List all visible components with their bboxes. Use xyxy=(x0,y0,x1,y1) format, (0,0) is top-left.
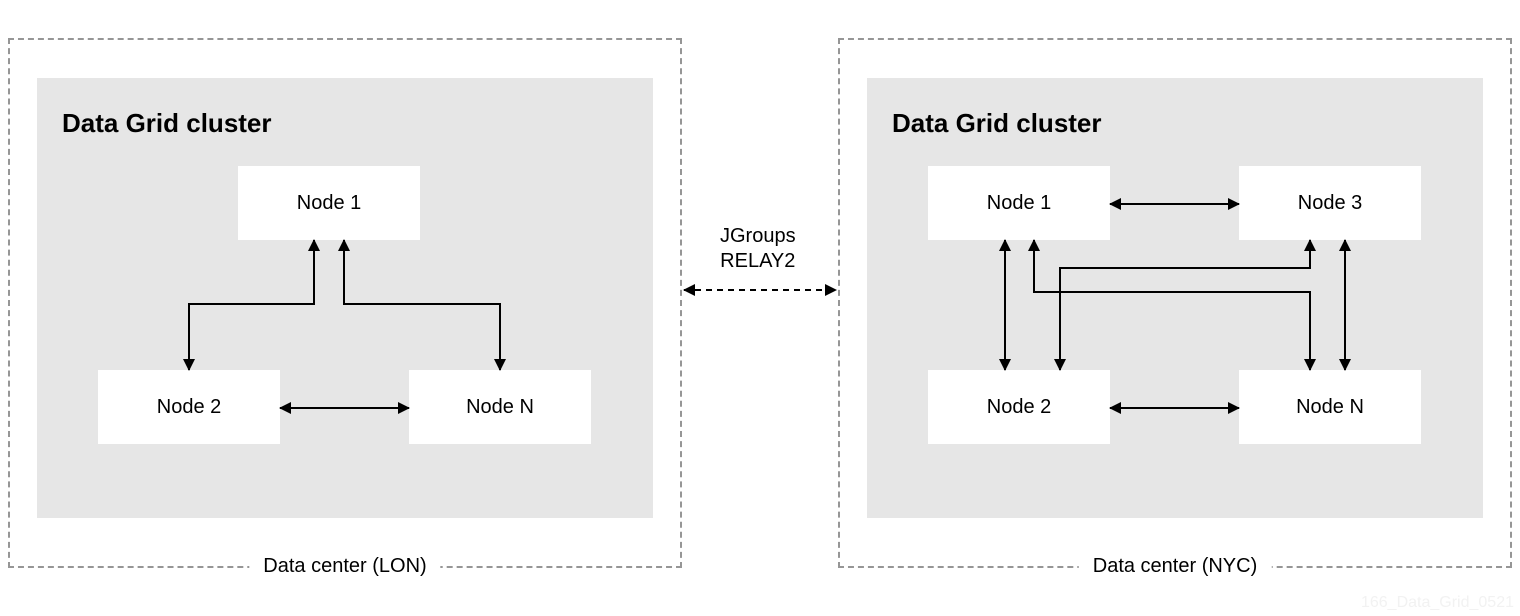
cluster-lon-title: Data Grid cluster xyxy=(62,108,272,139)
cluster-nyc xyxy=(867,78,1483,518)
cluster-lon xyxy=(37,78,653,518)
lon-node-2: Node 2 xyxy=(98,370,280,444)
cluster-nyc-title: Data Grid cluster xyxy=(892,108,1102,139)
relay-label-line2: RELAY2 xyxy=(720,250,795,272)
nyc-node-n: Node N xyxy=(1239,370,1421,444)
relay-label: JGroups RELAY2 xyxy=(720,224,796,274)
nyc-node-1: Node 1 xyxy=(928,166,1110,240)
watermark: 166_Data_Grid_0521 xyxy=(1361,594,1514,612)
datacenter-lon-label: Data center (LON) xyxy=(249,555,440,578)
lon-node-n: Node N xyxy=(409,370,591,444)
lon-node-1: Node 1 xyxy=(238,166,420,240)
nyc-node-2: Node 2 xyxy=(928,370,1110,444)
datacenter-nyc-label: Data center (NYC) xyxy=(1079,555,1272,578)
relay-label-line1: JGroups xyxy=(720,225,796,247)
nyc-node-3: Node 3 xyxy=(1239,166,1421,240)
diagram-canvas: Data center (LON) Data Grid cluster Node… xyxy=(0,0,1520,616)
